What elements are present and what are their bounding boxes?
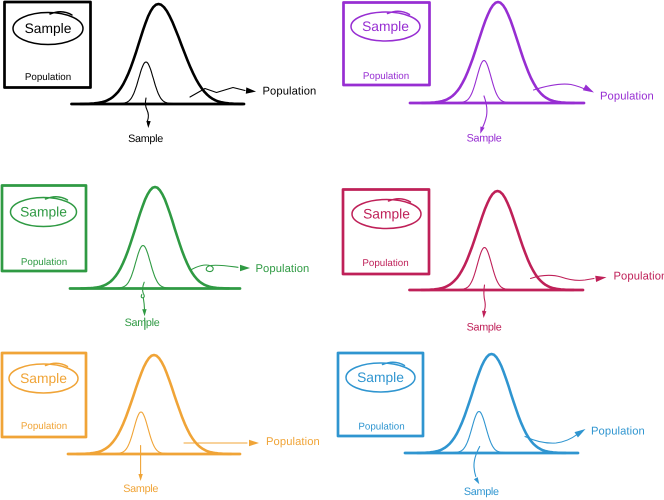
svg-text:Sample: Sample	[467, 322, 502, 334]
svg-text:Population: Population	[363, 71, 409, 82]
svg-text:Sample: Sample	[20, 205, 67, 220]
svg-text:Population: Population	[266, 436, 320, 448]
svg-text:Sample: Sample	[362, 19, 409, 34]
svg-text:Population: Population	[362, 258, 408, 269]
svg-text:Sample: Sample	[123, 483, 158, 495]
svg-text:Population: Population	[263, 86, 317, 98]
svg-text:Sample: Sample	[25, 21, 72, 36]
svg-text:Population: Population	[21, 257, 67, 268]
svg-text:Sample: Sample	[357, 370, 404, 385]
svg-text:Sample: Sample	[20, 371, 67, 386]
svg-text:Sample: Sample	[363, 207, 410, 222]
svg-text:Population: Population	[600, 91, 654, 103]
svg-text:Sample: Sample	[125, 317, 160, 329]
svg-text:Sample: Sample	[128, 133, 163, 145]
svg-text:Population: Population	[591, 426, 645, 438]
svg-text:Population: Population	[614, 271, 664, 283]
svg-text:Population: Population	[21, 421, 67, 432]
svg-text:Population: Population	[25, 72, 71, 83]
svg-text:Sample: Sample	[464, 486, 499, 498]
svg-text:Population: Population	[358, 422, 404, 433]
svg-text:Population: Population	[256, 263, 310, 275]
svg-text:Sample: Sample	[467, 133, 502, 145]
